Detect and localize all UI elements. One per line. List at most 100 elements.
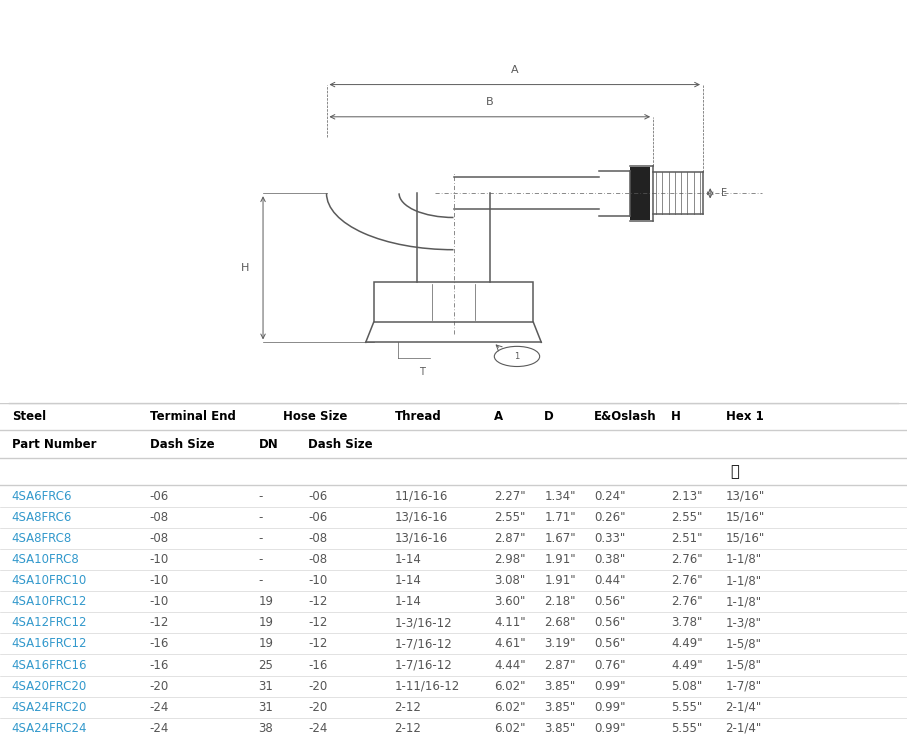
Text: -06: -06 — [150, 489, 169, 503]
Text: Steel: Steel — [12, 410, 46, 423]
Text: 1.34": 1.34" — [544, 489, 576, 503]
Text: -16: -16 — [308, 658, 327, 672]
Text: -12: -12 — [308, 595, 327, 608]
Text: Thread: Thread — [395, 410, 442, 423]
Text: 1-11/16-12: 1-11/16-12 — [395, 680, 460, 692]
Text: 2.18": 2.18" — [544, 595, 576, 608]
Text: 31: 31 — [258, 680, 273, 692]
Text: -20: -20 — [150, 680, 169, 692]
Text: 1-5/8": 1-5/8" — [726, 638, 762, 650]
Text: 0.99": 0.99" — [594, 680, 626, 692]
Text: T: T — [419, 367, 424, 376]
Text: 2.87": 2.87" — [544, 658, 576, 672]
Text: 5.08": 5.08" — [671, 680, 702, 692]
Text: 19: 19 — [258, 638, 274, 650]
Text: 11/16-16: 11/16-16 — [395, 489, 448, 503]
Text: 0.56": 0.56" — [594, 616, 626, 630]
Text: 2.13": 2.13" — [671, 489, 703, 503]
Text: 1-7/16-12: 1-7/16-12 — [395, 638, 453, 650]
Text: 1-1/8": 1-1/8" — [726, 595, 762, 608]
Text: 6.02": 6.02" — [494, 722, 526, 735]
Text: -12: -12 — [308, 638, 327, 650]
Text: -12: -12 — [150, 616, 169, 630]
Text: -08: -08 — [308, 553, 327, 566]
Text: H: H — [671, 410, 681, 423]
Text: 15/16": 15/16" — [726, 532, 765, 545]
Text: 3.85": 3.85" — [544, 722, 575, 735]
Text: D: D — [544, 410, 554, 423]
Text: 4SA12FRC12: 4SA12FRC12 — [12, 616, 87, 630]
Text: 4.11": 4.11" — [494, 616, 526, 630]
Text: 1-3/8": 1-3/8" — [726, 616, 762, 630]
Text: 4SA10FRC12: 4SA10FRC12 — [12, 595, 87, 608]
Text: 38: 38 — [258, 722, 273, 735]
Text: 13/16-16: 13/16-16 — [395, 511, 448, 524]
Text: 3.60": 3.60" — [494, 595, 526, 608]
Text: -10: -10 — [150, 574, 169, 587]
Text: 3.78": 3.78" — [671, 616, 703, 630]
Text: -24: -24 — [150, 701, 169, 714]
Text: 4.61": 4.61" — [494, 638, 526, 650]
Text: 15/16": 15/16" — [726, 511, 765, 524]
Text: 2-12: 2-12 — [395, 722, 422, 735]
Text: 19: 19 — [258, 595, 274, 608]
Text: E&Oslash: E&Oslash — [594, 410, 657, 423]
Text: 2.76": 2.76" — [671, 595, 703, 608]
Text: 1.91": 1.91" — [544, 574, 576, 587]
Text: -06: -06 — [308, 511, 327, 524]
Text: 4SA16FRC16: 4SA16FRC16 — [12, 658, 87, 672]
Text: 13/16-16: 13/16-16 — [395, 532, 448, 545]
Text: -24: -24 — [150, 722, 169, 735]
Text: -10: -10 — [150, 595, 169, 608]
Text: 19: 19 — [258, 616, 274, 630]
Text: 3.08": 3.08" — [494, 574, 525, 587]
Text: 4.49": 4.49" — [671, 638, 703, 650]
Text: 1.67": 1.67" — [544, 532, 576, 545]
Text: 2.76": 2.76" — [671, 574, 703, 587]
Text: 2.51": 2.51" — [671, 532, 703, 545]
Text: ⓘ: ⓘ — [730, 464, 739, 479]
Text: Dash Size: Dash Size — [150, 437, 214, 451]
Text: Dash Size: Dash Size — [308, 437, 373, 451]
Text: 5.55": 5.55" — [671, 722, 702, 735]
Text: 4SA10FRC8: 4SA10FRC8 — [12, 553, 80, 566]
Text: 2-12: 2-12 — [395, 701, 422, 714]
Text: A: A — [511, 64, 519, 75]
Text: 1-1/8": 1-1/8" — [726, 574, 762, 587]
Text: 5.55": 5.55" — [671, 701, 702, 714]
Text: -06: -06 — [308, 489, 327, 503]
Text: 25: 25 — [258, 658, 273, 672]
Text: 4SA20FRC20: 4SA20FRC20 — [12, 680, 87, 692]
Text: 1-14: 1-14 — [395, 574, 422, 587]
Text: 4SA6FRC6: 4SA6FRC6 — [12, 489, 73, 503]
Text: -10: -10 — [308, 574, 327, 587]
Text: 1.91": 1.91" — [544, 553, 576, 566]
Text: 1-7/8": 1-7/8" — [726, 680, 762, 692]
Text: 1-14: 1-14 — [395, 595, 422, 608]
Text: 0.24": 0.24" — [594, 489, 626, 503]
Text: 1-3/16-12: 1-3/16-12 — [395, 616, 453, 630]
Text: 0.26": 0.26" — [594, 511, 626, 524]
Text: -: - — [258, 489, 263, 503]
Text: 1-5/8": 1-5/8" — [726, 658, 762, 672]
Text: 2.68": 2.68" — [544, 616, 576, 630]
Text: -20: -20 — [308, 680, 327, 692]
Text: 31: 31 — [258, 701, 273, 714]
Text: 4SA8FRC8: 4SA8FRC8 — [12, 532, 72, 545]
Text: E: E — [721, 188, 727, 198]
Text: -16: -16 — [150, 638, 169, 650]
Text: 0.76": 0.76" — [594, 658, 626, 672]
Text: -20: -20 — [308, 701, 327, 714]
Text: B: B — [486, 97, 493, 106]
Text: 1-1/8": 1-1/8" — [726, 553, 762, 566]
Text: 1.71": 1.71" — [544, 511, 576, 524]
Text: Part Number: Part Number — [12, 437, 96, 451]
Text: 2.76": 2.76" — [671, 553, 703, 566]
Text: 0.99": 0.99" — [594, 722, 626, 735]
Text: 4SA10FRC10: 4SA10FRC10 — [12, 574, 87, 587]
Text: 4SA16FRC12: 4SA16FRC12 — [12, 638, 87, 650]
Text: 2.98": 2.98" — [494, 553, 526, 566]
Text: 2-1/4": 2-1/4" — [726, 722, 762, 735]
Text: 4.49": 4.49" — [671, 658, 703, 672]
Text: -: - — [258, 511, 263, 524]
